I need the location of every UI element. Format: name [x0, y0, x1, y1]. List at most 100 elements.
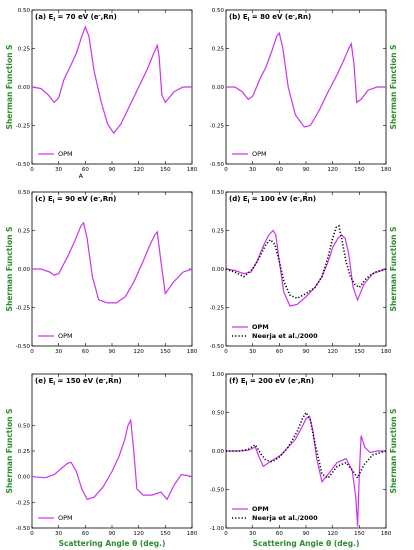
y-tick-label: -0.50: [16, 344, 31, 350]
y-axis-label: Sherman Function S: [5, 45, 14, 130]
x-tick-label: 0: [30, 167, 34, 173]
y-tick-label: 0.00: [18, 475, 31, 481]
x-tick-label: 30: [55, 349, 62, 355]
legend-label: OPM: [58, 150, 73, 158]
series-neerja-et-al-2000: [226, 224, 386, 300]
y-tick-label: 0.50: [212, 190, 225, 196]
x-tick-label: 150: [160, 349, 171, 355]
y-tick-label: 0.25: [18, 449, 31, 455]
series-opm: [226, 31, 386, 128]
y-tick-label: 0.25: [18, 229, 31, 235]
x-tick-label: 90: [109, 531, 116, 537]
plot-frame: [225, 191, 387, 347]
y-axis-label: Sherman Function S: [5, 409, 14, 494]
y-tick-label: 0.50: [212, 8, 225, 14]
series-opm: [32, 418, 192, 501]
x-tick-label: 120: [327, 349, 338, 355]
panel-title: (a) Ei = 70 eV (e-,Rn): [35, 13, 117, 23]
legend-label: OPM: [58, 332, 73, 340]
series-opm: [32, 25, 192, 135]
x-tick-label: 90: [303, 349, 310, 355]
legend-label: Neerja et al./2000: [252, 332, 318, 340]
x-tick-label: 150: [160, 531, 171, 537]
x-tick-label: 120: [133, 167, 144, 173]
x-tick-label: 150: [160, 167, 171, 173]
plot-frame: [225, 9, 387, 165]
x-tick-label: 0: [224, 531, 228, 537]
x-tick-label: 0: [224, 167, 228, 173]
x-tick-label: 60: [82, 531, 89, 537]
x-tick-label: 90: [109, 349, 116, 355]
panel-annotation: A: [79, 172, 84, 180]
x-tick-label: 120: [133, 531, 144, 537]
x-tick-label: 90: [303, 531, 310, 537]
y-tick-label: 0.50: [212, 411, 225, 417]
x-tick-label: 180: [381, 349, 392, 355]
panel-f: 0 30 60 90 120 150 180 -1.00 -0.50 0.00 0.50 1.00 Sh…: [210, 372, 398, 548]
y-tick-label: 0.25: [212, 229, 225, 235]
y-tick-label: -0.25: [16, 500, 31, 506]
y-tick-label: -0.50: [210, 162, 225, 168]
plot-frame: [225, 373, 387, 529]
panel-c: 0 30 60 90 120 150 180 -0.50 -0.25 0.00 0.25 0.50 Sh…: [5, 190, 198, 355]
y-tick-label: 0.00: [212, 85, 225, 91]
y-tick-label: -1.00: [210, 526, 225, 532]
panel-title: (f) Ei = 200 eV (e-,Rn): [229, 377, 314, 387]
y-tick-label: -0.25: [16, 306, 31, 312]
y-axis-label: Sherman Function S: [389, 409, 398, 494]
panel-title: (c) Ei = 90 eV (e-,Rn): [35, 195, 116, 205]
x-tick-label: 60: [276, 349, 283, 355]
y-tick-label: 0.00: [212, 449, 225, 455]
x-tick-label: 180: [381, 167, 392, 173]
x-tick-label: 120: [133, 349, 144, 355]
legend-label: OPM: [252, 505, 269, 513]
series-neerja-et-al-2000: [226, 410, 386, 480]
x-tick-label: 0: [30, 349, 34, 355]
x-tick-label: 90: [109, 167, 116, 173]
y-tick-label: 0.50: [18, 423, 31, 429]
legend-label: Neerja et al./2000: [252, 514, 318, 522]
x-tick-label: 150: [354, 531, 365, 537]
series-opm: [226, 415, 386, 527]
y-tick-label: 0.00: [18, 85, 31, 91]
y-tick-label: 0.00: [18, 267, 31, 273]
x-tick-label: 60: [82, 167, 89, 173]
y-axis-label: Sherman Function S: [389, 227, 398, 312]
panel-title: (e) Ei = 150 eV (e-,Rn): [35, 377, 122, 387]
plot-frame: [31, 191, 193, 347]
x-tick-label: 120: [327, 531, 338, 537]
series-opm: [32, 221, 192, 304]
plot-frame: [31, 373, 193, 529]
series-opm: [226, 229, 386, 307]
y-tick-label: 0.50: [18, 8, 31, 14]
panel-b: 0 30 60 90 120 150 180 -0.50 -0.25 0.00 0.25 0.50 Sh…: [210, 8, 398, 173]
panel-title: (b) Ei = 80 eV (e-,Rn): [229, 13, 311, 23]
y-tick-label: -0.50: [210, 344, 225, 350]
x-tick-label: 0: [224, 349, 228, 355]
panel-title: (d) Ei = 100 eV (e-,Rn): [229, 195, 316, 205]
legend-label: OPM: [252, 323, 269, 331]
x-tick-label: 30: [249, 349, 256, 355]
legend-label: OPM: [252, 150, 267, 158]
y-tick-label: 0.25: [18, 47, 31, 53]
x-tick-label: 60: [82, 349, 89, 355]
x-tick-label: 150: [354, 167, 365, 173]
plot-frame: [31, 9, 193, 165]
y-axis-label: Sherman Function S: [5, 227, 14, 312]
y-tick-label: -0.50: [210, 488, 225, 494]
y-axis-label: Sherman Function S: [389, 45, 398, 130]
x-tick-label: 180: [381, 531, 392, 537]
x-tick-label: 120: [327, 167, 338, 173]
x-axis-label: Scattering Angle θ (deg.): [59, 539, 166, 548]
x-tick-label: 150: [354, 349, 365, 355]
x-tick-label: 90: [303, 167, 310, 173]
y-tick-label: -0.25: [210, 306, 225, 312]
legend-label: OPM: [58, 514, 73, 522]
x-tick-label: 30: [249, 167, 256, 173]
panel-e: 0 30 60 90 120 150 180 -0.50 -0.25 0.00 0.25 0.50 Sh…: [5, 373, 198, 548]
x-axis-label: Scattering Angle θ (deg.): [253, 539, 360, 548]
y-tick-label: 0.00: [212, 267, 225, 273]
panel-a: 0 30 60 90 120 150 180 -0.50 -0.25 0.00 0.25 0.50 Sh…: [5, 8, 198, 180]
y-tick-label: -0.50: [16, 526, 31, 532]
